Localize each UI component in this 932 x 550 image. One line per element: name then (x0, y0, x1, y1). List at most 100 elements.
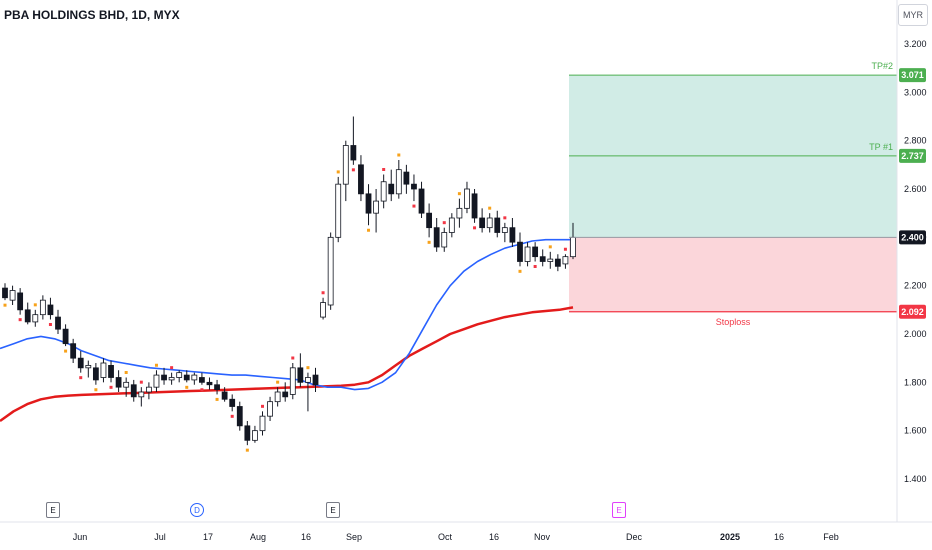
candle-body (39, 299, 46, 316)
candle-body (524, 246, 531, 262)
time-tick-label: Jul (154, 532, 166, 542)
price-tick-label: 3.200 (904, 39, 927, 49)
candle-body (380, 181, 387, 202)
candle-body (448, 217, 455, 233)
candle-body (259, 415, 266, 432)
candle-body (509, 227, 516, 243)
time-tick-label: Sep (346, 532, 362, 542)
price-tick-label: 2.600 (904, 184, 927, 194)
price-axis-labels: 3.071 2.737 2.400 2.092 (899, 68, 926, 319)
fast-moving-average-line (0, 238, 573, 391)
candle-body (532, 246, 539, 258)
candle-body (312, 374, 319, 386)
signal-dot (442, 221, 446, 225)
signal-dot (291, 356, 295, 360)
candle-body (297, 367, 304, 383)
price-axis[interactable]: 3.200 3.000 2.800 2.600 2.400 2.200 2.000 1.800… (904, 39, 927, 484)
signal-dot (548, 245, 552, 249)
signal-dot (336, 170, 340, 174)
candle-body (191, 374, 198, 381)
candle-body (441, 232, 448, 248)
candle-body (221, 391, 228, 400)
time-tick-label: 2025 (720, 532, 740, 542)
currency-button[interactable]: MYR (898, 4, 928, 26)
time-tick-label: 16 (774, 532, 784, 542)
signal-dot (488, 206, 492, 210)
candle-body (479, 217, 486, 229)
candle-body (494, 217, 501, 233)
signal-markers (3, 153, 567, 452)
candle-body (24, 309, 31, 323)
candle-body (342, 145, 349, 185)
signal-dot (397, 153, 401, 157)
candle-body (161, 374, 167, 381)
candle-body (229, 398, 236, 407)
signal-dot (170, 366, 174, 370)
earnings-event-icon[interactable]: E (46, 502, 60, 518)
signal-dot (124, 371, 128, 374)
candle-body (464, 188, 470, 209)
upcoming-earnings-event-icon[interactable]: E (612, 502, 626, 518)
price-tick-label: 1.600 (904, 426, 927, 436)
signal-dot (457, 192, 461, 196)
candle-body (214, 384, 220, 390)
candle-body (358, 164, 364, 195)
signal-dot (276, 380, 280, 384)
time-tick-label: Jun (73, 532, 88, 542)
candle-body (456, 207, 463, 219)
candle-body (274, 391, 281, 403)
time-axis[interactable]: Jun Jul 17 Aug 16 Sep Oct 16 Nov Dec 2025 16 Feb (73, 532, 839, 542)
candle-body (32, 314, 39, 323)
earnings-event-icon[interactable]: E (326, 502, 340, 518)
signal-dot (427, 240, 431, 244)
candle-body (486, 217, 493, 229)
candle-body (176, 372, 183, 378)
candle-body (244, 425, 251, 441)
time-tick-label: Feb (823, 532, 839, 542)
candle-body (100, 362, 107, 378)
time-tick-label: 17 (203, 532, 213, 542)
candle-body (2, 287, 8, 299)
time-tick-label: 16 (489, 532, 499, 542)
candle-body (426, 212, 433, 229)
stoploss-label: Stoploss (716, 317, 751, 327)
candle-body (183, 374, 190, 381)
candle-body (267, 401, 273, 417)
time-tick-label: Nov (534, 532, 551, 542)
price-tick-label: 1.400 (904, 474, 927, 484)
candle-body (92, 367, 99, 381)
moving-averages (0, 238, 574, 423)
candle-body (145, 386, 152, 393)
signal-dot (185, 385, 189, 389)
signal-dot (473, 226, 477, 230)
candle-body (388, 183, 395, 195)
slow-moving-average-line (0, 306, 574, 423)
signal-dot (351, 168, 355, 172)
dividend-event-icon[interactable]: D (190, 503, 204, 517)
level-lines (569, 74, 897, 313)
candle-body (17, 292, 24, 311)
candle-body (403, 171, 410, 185)
signal-dot (48, 323, 52, 326)
signal-dot (321, 291, 325, 295)
price-label-box (899, 304, 926, 319)
signal-dot (94, 388, 98, 392)
price-label-text: 2.092 (901, 307, 924, 317)
signal-dot (367, 228, 371, 232)
candle-body (471, 193, 478, 219)
price-label-text: 2.737 (901, 151, 924, 161)
price-label-box (899, 148, 926, 163)
candle-body (153, 374, 160, 388)
candle-body (206, 381, 213, 386)
signal-dot (200, 388, 204, 392)
time-tick-label: 16 (301, 532, 311, 542)
signal-dot (518, 269, 522, 273)
signal-dot (79, 376, 83, 380)
price-tick-label: 2.800 (904, 136, 927, 146)
candle-body (62, 328, 69, 345)
candle-body (350, 145, 357, 161)
price-label-text: 2.400 (901, 232, 924, 242)
time-tick-label: Dec (626, 532, 643, 542)
candle-body (335, 183, 342, 238)
